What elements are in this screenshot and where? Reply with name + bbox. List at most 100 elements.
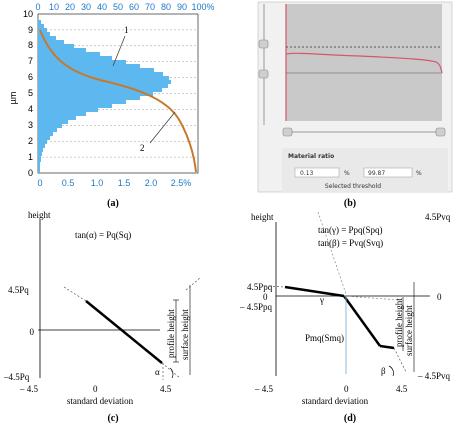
- d-y-zero-right: 0: [437, 292, 442, 302]
- c-alpha: α: [155, 367, 160, 377]
- c-x-right: 4.5: [160, 384, 172, 394]
- d-beta-arc: [388, 365, 394, 377]
- top-tick: 30: [81, 2, 91, 12]
- d-height-label: height: [251, 212, 274, 222]
- threshold-left-value: 0.13: [300, 170, 314, 177]
- selected-threshold-label: Selected threshold: [325, 183, 381, 190]
- panel-c: height tan(α) = Pq(Sq) 4.5Pq 0 –4.5Pq α …: [3, 210, 201, 424]
- abbott-curve: [285, 52, 443, 74]
- material-ratio-label: Material ratio: [288, 153, 334, 160]
- y-tick: 9: [28, 25, 33, 35]
- bottom-tick: 2.0: [145, 178, 158, 188]
- top-tick: 10: [49, 2, 59, 12]
- d-y-top-left: 4.5Ppq: [247, 282, 273, 292]
- material-ratio-plot: [286, 4, 442, 121]
- d-gamma: γ: [319, 295, 324, 305]
- y-tick: 5: [28, 88, 33, 98]
- y-tick: 2: [28, 136, 33, 146]
- left-slider-handle[interactable]: [282, 127, 293, 137]
- c-linear-segment: [85, 300, 163, 364]
- caption-a: (a): [107, 198, 119, 209]
- d-dash-left: [264, 285, 286, 288]
- top-tick: 20: [65, 2, 75, 12]
- bottom-tick: 1.0: [91, 178, 104, 188]
- c-y-top: 4.5Pq: [8, 285, 29, 295]
- d-x-zero: 0: [344, 384, 349, 394]
- c-extrapolation-top: [63, 286, 87, 302]
- cumulative-curve: [39, 29, 197, 173]
- c-profile-height: profile height: [166, 309, 176, 358]
- d-dash-right: [343, 295, 401, 301]
- caption-c: (c): [107, 413, 118, 424]
- c-x-zero: 0: [93, 384, 98, 394]
- d-y-bottom-left: – 4.5Ppq: [239, 302, 273, 312]
- threshold-left-field[interactable]: [294, 167, 340, 178]
- bottom-tick: 0.5: [62, 178, 75, 188]
- top-tick: 40: [97, 2, 107, 12]
- d-x-label: standard deviation: [302, 396, 369, 406]
- panel-d: height 4.5Pvq tan(γ) = Ppq(Spq) tan(β) =…: [239, 211, 451, 424]
- d-upper-segment: [284, 285, 345, 298]
- y-tick: 0: [28, 168, 33, 178]
- c-height-label: height: [28, 210, 51, 220]
- top-tick: 90: [177, 2, 187, 12]
- d-dash-diagonal: [317, 211, 347, 295]
- y-tick: 10: [23, 9, 33, 19]
- lower-threshold-handle[interactable]: [258, 69, 269, 79]
- threshold-left-unit: %: [344, 170, 350, 177]
- c-x-label: standard deviation: [67, 396, 134, 406]
- top-tick: 100%: [191, 2, 214, 12]
- callout-1-leader: [112, 35, 126, 67]
- y-tick: 7: [28, 56, 33, 66]
- panel-a: 1 2 0 1 2 3 4 5 6 7 8 9 10 µm 0 10 20 30…: [8, 2, 215, 209]
- c-formula: tan(α) = Pq(Sq): [75, 230, 131, 240]
- c-y-bottom: –4.5Pq: [3, 372, 30, 382]
- d-formula-1: tan(γ) = Ppq(Spq): [318, 225, 383, 235]
- top-tick: 70: [145, 2, 155, 12]
- d-pmq: Pmq(Smq): [305, 333, 344, 343]
- caption-d: (d): [344, 413, 356, 424]
- histogram: [38, 20, 171, 173]
- y-axis-label: µm: [8, 92, 18, 105]
- right-slider-handle[interactable]: [435, 127, 446, 137]
- y-tick: 8: [28, 40, 33, 50]
- d-x-left: – 4.5: [254, 384, 274, 394]
- top-tick: 0: [35, 2, 40, 12]
- c-x-left: – 4.5: [19, 384, 39, 394]
- c-extrapolation-bottom: [161, 362, 181, 379]
- d-x-right: 4.5: [396, 384, 408, 394]
- bottom-tick: 2.5%: [171, 178, 192, 188]
- top-tick: 50: [113, 2, 123, 12]
- d-surface-height: surface height: [404, 305, 414, 356]
- y-tick: 1: [28, 152, 33, 162]
- top-tick: 60: [129, 2, 139, 12]
- c-surface-height: surface height: [180, 309, 190, 360]
- y-tick: 6: [28, 72, 33, 82]
- threshold-right-unit: %: [416, 170, 422, 177]
- d-lower-segment: [379, 344, 395, 350]
- c-dash-top-right: [185, 277, 201, 291]
- c-angle-arc: [169, 367, 174, 379]
- panel-b: Material ratio 0.13 % 99.87 % Selected t…: [257, 1, 453, 209]
- upper-threshold-handle[interactable]: [258, 39, 269, 49]
- d-dash-bottom: [393, 347, 407, 373]
- d-formula-2: tan(β) = Pvq(Svq): [318, 238, 383, 248]
- threshold-right-field[interactable]: [363, 167, 413, 178]
- bottom-tick-labels: 0 0.5 1.0 1.5 2.0 2.5%: [37, 178, 191, 188]
- d-beta: β: [381, 366, 386, 376]
- top-tick: 80: [161, 2, 171, 12]
- d-middle-segment: [342, 295, 382, 347]
- c-y-zero: 0: [30, 327, 35, 337]
- y-tick: 4: [28, 104, 33, 114]
- bottom-tick: 0: [37, 178, 42, 188]
- d-y-zero-left: 0: [263, 292, 268, 302]
- y-tick: 3: [28, 120, 33, 130]
- d-y-top-right: 4.5Pvq: [425, 212, 451, 222]
- caption-b: (b): [344, 198, 356, 209]
- threshold-right-value: 99.87: [368, 170, 385, 177]
- d-y-bottom-right: – 4.5Pvq: [417, 371, 451, 381]
- bottom-tick: 1.5: [118, 178, 131, 188]
- callout-1: 1: [124, 25, 129, 35]
- callout-2-leader: [149, 111, 176, 144]
